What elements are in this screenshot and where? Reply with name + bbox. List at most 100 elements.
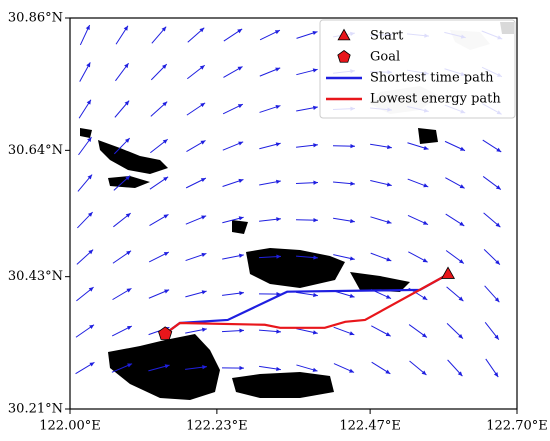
arrow-head bbox=[164, 289, 170, 294]
arrow-head bbox=[88, 249, 94, 255]
arrow-head bbox=[422, 220, 428, 225]
arrow-head bbox=[276, 329, 281, 334]
arrow-head bbox=[124, 100, 130, 106]
arrow-head bbox=[201, 215, 207, 220]
x-tick-label: 122.00°E bbox=[39, 419, 100, 434]
arrow-head bbox=[422, 295, 428, 300]
arrow-head bbox=[313, 143, 318, 148]
arrow-head bbox=[200, 102, 206, 108]
arrow-head bbox=[350, 218, 355, 224]
arrow-head bbox=[313, 217, 318, 223]
legend-label: Goal bbox=[370, 50, 400, 65]
arrow-head bbox=[276, 254, 281, 259]
arrow-head bbox=[163, 176, 169, 182]
arrow-head bbox=[275, 142, 281, 147]
arrow-head bbox=[161, 26, 167, 32]
arrow-head bbox=[385, 369, 391, 374]
arrow-head bbox=[312, 367, 318, 372]
arrow-head bbox=[124, 63, 129, 69]
arrow-head bbox=[457, 371, 463, 377]
y-tick-label: 30.21°N bbox=[8, 402, 63, 417]
arrow-head bbox=[237, 66, 243, 71]
y-tick-label: 30.43°N bbox=[8, 269, 63, 284]
arrow-head bbox=[495, 185, 501, 190]
arrow-head bbox=[276, 217, 281, 222]
start-marker bbox=[441, 266, 456, 279]
arrow-head bbox=[238, 253, 244, 258]
arrow-head bbox=[349, 331, 355, 336]
arrow-head bbox=[421, 370, 427, 376]
arrow-head bbox=[350, 144, 355, 149]
goal-marker bbox=[337, 50, 351, 63]
arrow-head bbox=[86, 62, 91, 68]
arrow-head bbox=[349, 293, 355, 298]
arrow-head bbox=[422, 258, 428, 263]
arrow-head bbox=[458, 259, 464, 264]
arrow-head bbox=[201, 290, 207, 295]
arrow-head bbox=[493, 372, 499, 378]
legend-label: Start bbox=[370, 29, 404, 44]
x-tick-label: 122.47°E bbox=[339, 419, 400, 434]
arrow-head bbox=[495, 222, 501, 228]
arrow-head bbox=[86, 99, 91, 105]
arrow-head bbox=[423, 183, 429, 188]
arrow-head bbox=[349, 368, 355, 373]
arrow-head bbox=[494, 297, 500, 303]
arrow-head bbox=[199, 65, 205, 70]
arrow-head bbox=[349, 256, 355, 261]
arrow-head bbox=[239, 365, 244, 371]
arrow-head bbox=[89, 362, 95, 367]
arrow-head bbox=[274, 30, 280, 35]
arrow-head bbox=[200, 178, 206, 183]
arrow-head bbox=[123, 25, 128, 31]
arrow-head bbox=[126, 288, 132, 293]
arrow-head bbox=[239, 291, 244, 296]
arrow-head bbox=[162, 101, 168, 107]
arrow-head bbox=[126, 250, 132, 256]
islands bbox=[80, 22, 514, 400]
arrow-head bbox=[87, 212, 93, 217]
arrow-head bbox=[163, 214, 169, 219]
arrow-head bbox=[202, 365, 207, 370]
arrow-head bbox=[275, 67, 281, 72]
arrow-head bbox=[275, 104, 281, 110]
arrow-head bbox=[124, 138, 130, 143]
arrow-head bbox=[313, 255, 318, 260]
start-marker bbox=[337, 28, 351, 41]
arrow-head bbox=[386, 257, 392, 262]
arrow-head bbox=[85, 25, 90, 31]
arrow-head bbox=[312, 330, 318, 335]
arrow-head bbox=[200, 140, 206, 145]
arrow-head bbox=[238, 141, 244, 146]
arrow-head bbox=[239, 328, 244, 333]
x-tick-label: 122.70°E bbox=[486, 419, 547, 434]
arrow-head bbox=[276, 366, 281, 372]
plot-frame bbox=[69, 17, 518, 410]
arrow-head bbox=[459, 146, 465, 151]
arrow-head bbox=[162, 64, 167, 69]
arrow-head bbox=[164, 364, 170, 369]
arrow-head bbox=[459, 221, 465, 226]
arrow-head bbox=[238, 216, 244, 221]
arrow-head bbox=[312, 68, 318, 73]
legend-box bbox=[319, 19, 516, 119]
arrow-head bbox=[125, 213, 131, 218]
arrow-head bbox=[313, 180, 318, 185]
arrow-head bbox=[87, 137, 92, 143]
arrow-head bbox=[313, 292, 318, 298]
arrow-head bbox=[386, 294, 392, 299]
arrow-head bbox=[89, 324, 95, 330]
route-path bbox=[164, 273, 449, 335]
arrow-head bbox=[494, 334, 499, 340]
arrow-head bbox=[237, 104, 243, 109]
arrow-head bbox=[127, 363, 133, 368]
arrow-head bbox=[387, 144, 392, 150]
arrow-head bbox=[87, 174, 93, 180]
arrow-head bbox=[496, 147, 502, 152]
x-tick-label: 122.23°E bbox=[186, 419, 247, 434]
arrow-head bbox=[162, 139, 168, 144]
arrow-head bbox=[163, 252, 169, 257]
arrow-head bbox=[312, 105, 318, 110]
y-tick-label: 30.86°N bbox=[8, 11, 63, 26]
